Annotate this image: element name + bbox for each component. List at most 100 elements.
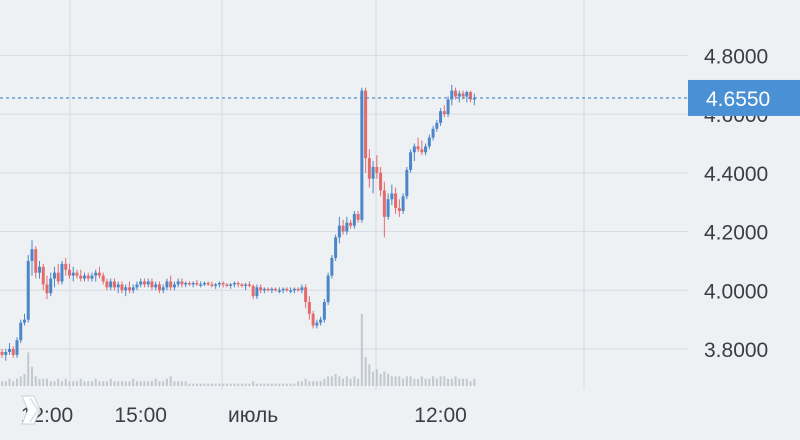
candle-body — [202, 282, 206, 285]
candle-body — [412, 146, 416, 153]
price-tag-label: 4.6550 — [706, 88, 770, 111]
volume-bar — [458, 378, 461, 386]
volume-bar — [240, 383, 243, 386]
volume-bar — [124, 381, 127, 386]
candle-body — [435, 122, 439, 129]
candle-body — [142, 281, 146, 285]
candle-body — [315, 322, 319, 326]
volume-bar — [113, 381, 116, 386]
candle-body — [150, 281, 154, 288]
candle-body — [409, 152, 413, 170]
y-tick-label: 4.0000 — [704, 280, 768, 303]
volume-bar — [19, 376, 22, 386]
candle-body — [180, 281, 184, 285]
candle-body — [154, 284, 158, 288]
volume-bars — [1, 314, 476, 386]
candle-body — [300, 287, 304, 291]
volume-bar — [417, 378, 420, 386]
candle-body — [199, 284, 203, 286]
volume-bar — [64, 378, 67, 386]
candle-body — [22, 319, 26, 323]
candle-body — [285, 288, 289, 291]
candle-body — [229, 284, 233, 286]
candle-body — [101, 275, 105, 282]
volume-bar — [428, 378, 431, 386]
candle-body — [322, 302, 326, 320]
volume-bar — [162, 381, 165, 386]
volume-bar — [150, 381, 153, 386]
volume-bar — [278, 383, 281, 386]
candle-body — [60, 263, 64, 282]
candle-body — [356, 213, 360, 220]
volume-bar — [274, 383, 277, 386]
candle-body — [420, 149, 424, 153]
candle-body — [11, 349, 15, 355]
volume-bar — [222, 383, 225, 386]
volume-bar — [420, 376, 423, 386]
volume-bar — [308, 381, 311, 386]
candle-body — [75, 272, 79, 276]
y-tick-label: 4.4000 — [704, 163, 768, 186]
volume-bar — [304, 378, 307, 386]
volume-bar — [94, 378, 97, 386]
volume-bar — [158, 381, 161, 386]
volume-bar — [117, 381, 120, 386]
volume-bar — [169, 376, 172, 386]
volume-bar — [90, 381, 93, 386]
candle-body — [292, 288, 296, 291]
volume-bar — [244, 383, 247, 386]
volume-bar — [375, 369, 378, 386]
volume-bar — [173, 381, 176, 386]
volume-bar — [319, 381, 322, 386]
candle-body — [345, 222, 349, 232]
candle-body — [424, 146, 428, 153]
volume-bar — [23, 374, 26, 386]
candle-body — [221, 282, 225, 285]
volume-bar — [75, 381, 78, 386]
volume-bar — [229, 383, 232, 386]
volume-bar — [120, 381, 123, 386]
candle-body — [341, 225, 345, 232]
volume-bar — [447, 378, 450, 386]
volume-bar — [368, 364, 371, 386]
candle-body — [244, 284, 248, 286]
candle-body — [67, 269, 71, 276]
volume-bar — [49, 381, 52, 386]
x-tick-label: 15:00 — [114, 404, 167, 427]
volume-bar — [225, 383, 228, 386]
candle-body — [105, 281, 109, 288]
volume-bar — [214, 383, 217, 386]
candle-body — [311, 313, 315, 326]
candle-body — [86, 275, 90, 279]
volume-bar — [398, 376, 401, 386]
candle-body — [386, 199, 390, 217]
y-tick-label: 4.8000 — [704, 45, 768, 68]
candle-body — [120, 284, 124, 291]
volume-bar — [270, 383, 273, 386]
volume-bar — [255, 383, 258, 386]
volume-bar — [390, 376, 393, 386]
volume-bar — [465, 378, 468, 386]
candle-body — [82, 275, 86, 279]
volume-bar — [15, 378, 18, 386]
candle-body — [251, 285, 255, 297]
volume-bar — [383, 371, 386, 386]
volume-bar — [360, 314, 363, 386]
candle-body — [210, 284, 214, 286]
candle-body — [187, 282, 191, 285]
volume-bar — [139, 381, 142, 386]
volume-bar — [128, 381, 131, 386]
candle-body — [15, 340, 19, 355]
candle-body — [236, 282, 240, 285]
candle-body — [240, 284, 244, 286]
x-tick-label: 12:00 — [414, 404, 467, 427]
volume-bar — [203, 383, 206, 386]
volume-bar — [143, 381, 146, 386]
volume-bar — [105, 381, 108, 386]
candle-body — [146, 281, 150, 285]
volume-bar — [132, 378, 135, 386]
volume-bar — [334, 374, 337, 386]
candle-body — [375, 166, 379, 173]
